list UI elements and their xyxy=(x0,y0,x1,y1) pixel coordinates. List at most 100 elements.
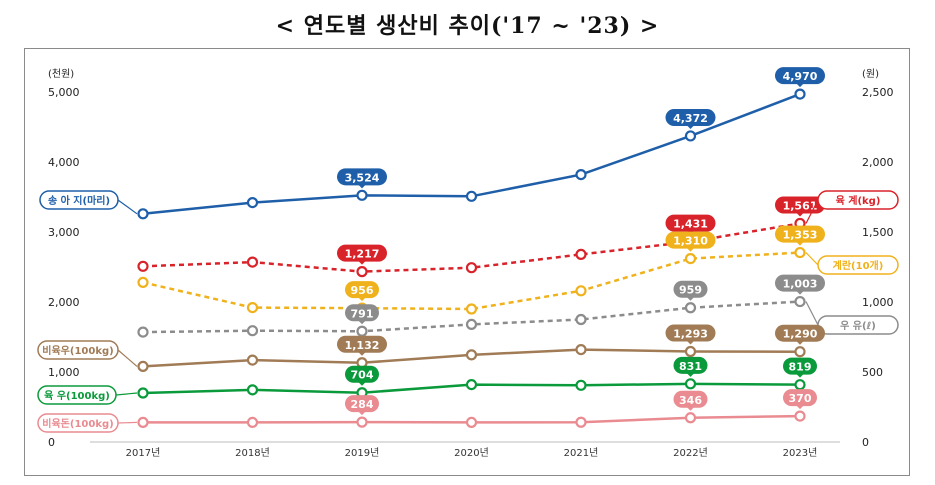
data-label: 1,003 xyxy=(783,278,818,291)
data-label-pointer xyxy=(796,83,804,88)
series-name-connector xyxy=(115,392,138,396)
data-label: 831 xyxy=(679,360,702,373)
data-label-badge xyxy=(665,108,716,126)
data-point xyxy=(684,253,697,265)
data-label-pointer xyxy=(796,241,804,246)
data-label: 1,310 xyxy=(673,235,708,248)
data-point xyxy=(684,302,697,314)
data-label: 1,353 xyxy=(783,229,818,242)
chart-title: < 연도별 생산비 추이('17 ~ '23) > xyxy=(275,13,660,39)
data-label-pointer xyxy=(796,340,804,345)
x-axis-tick: 2017년 xyxy=(126,447,161,459)
data-point xyxy=(465,262,478,274)
data-point xyxy=(575,313,587,326)
series-name-label: 비육우(100kg) xyxy=(42,344,113,357)
left-axis-tick: 4,000 xyxy=(48,156,80,169)
data-label-badge xyxy=(345,304,379,322)
data-point xyxy=(137,260,149,272)
chart-frame xyxy=(24,48,910,476)
data-point xyxy=(794,246,806,259)
data-point xyxy=(575,169,587,181)
x-axis-tick: 2020년 xyxy=(454,447,489,459)
data-label-badge xyxy=(665,231,716,249)
data-label: 346 xyxy=(679,394,702,407)
left-axis-unit: (천원) xyxy=(48,68,74,80)
right-axis-tick: 1,500 xyxy=(862,226,894,239)
right-axis-unit: (원) xyxy=(862,68,879,80)
data-point xyxy=(794,410,806,422)
right-axis-tick: 2,500 xyxy=(862,86,894,99)
right-axis-tick: 0 xyxy=(862,436,869,449)
x-axis-tick: 2019년 xyxy=(345,447,380,459)
data-label: 959 xyxy=(679,284,702,297)
data-label-pointer xyxy=(358,184,366,189)
series-name-label: 비육돈(100kg) xyxy=(42,417,113,430)
data-label: 1,217 xyxy=(345,248,380,261)
series-name-label: 육 계(kg) xyxy=(836,194,881,207)
x-axis-tick: 2023년 xyxy=(783,447,818,459)
series-name-connector xyxy=(117,421,138,424)
data-point xyxy=(575,379,587,391)
data-label-pointer xyxy=(796,405,804,410)
data-label-badge xyxy=(337,168,387,186)
data-label: 1,132 xyxy=(345,339,380,352)
data-point xyxy=(575,344,587,356)
data-point xyxy=(465,303,478,315)
data-point xyxy=(246,416,259,428)
data-point xyxy=(465,349,478,361)
data-label-badge xyxy=(783,389,817,407)
data-label-pointer xyxy=(796,212,804,217)
data-label: 284 xyxy=(351,398,374,411)
data-label-pointer xyxy=(358,297,366,302)
data-label-badge xyxy=(345,281,379,299)
data-label: 4,372 xyxy=(673,112,708,125)
data-label-badge xyxy=(665,214,716,232)
series-line xyxy=(142,251,801,311)
data-point xyxy=(246,354,259,366)
data-label-badge xyxy=(775,274,825,292)
data-label-pointer xyxy=(796,290,804,295)
data-label-badge xyxy=(775,196,825,214)
series-name-connector xyxy=(117,349,138,367)
data-point xyxy=(356,325,368,337)
data-label-badge xyxy=(665,324,716,342)
data-label-badge xyxy=(345,365,379,383)
data-label-pointer xyxy=(358,411,366,416)
left-axis-tick: 3,000 xyxy=(48,226,80,239)
data-label: 819 xyxy=(789,361,812,374)
data-label-badge xyxy=(783,357,817,375)
data-point xyxy=(794,295,806,308)
data-point xyxy=(137,416,149,428)
data-point xyxy=(794,346,806,358)
data-point xyxy=(575,416,587,428)
series-name-connector xyxy=(805,252,819,266)
data-label-pointer xyxy=(358,320,366,325)
data-point xyxy=(356,416,368,428)
data-label-badge xyxy=(673,356,708,374)
data-label-badge xyxy=(775,67,825,85)
right-axis-tick: 1,000 xyxy=(862,296,894,309)
data-point xyxy=(465,416,478,428)
data-label: 1,293 xyxy=(673,327,708,340)
data-point xyxy=(684,378,697,390)
data-label: 1,561 xyxy=(783,199,818,212)
data-point xyxy=(684,130,697,142)
data-point xyxy=(794,379,806,391)
data-label-pointer xyxy=(796,373,804,378)
data-label-pointer xyxy=(686,296,695,301)
left-axis-tick: 0 xyxy=(48,436,55,449)
data-point xyxy=(575,248,587,260)
data-point xyxy=(137,208,149,220)
left-axis-tick: 5,000 xyxy=(48,86,80,99)
data-label-badge xyxy=(337,244,387,262)
series-name-label: 우 유(ℓ) xyxy=(840,320,876,332)
data-label: 1,431 xyxy=(673,218,708,231)
data-label-badge xyxy=(775,324,825,342)
data-point xyxy=(246,197,259,209)
data-point xyxy=(794,88,806,100)
data-point xyxy=(246,325,259,337)
data-label-badge xyxy=(775,225,825,243)
data-label: 4,970 xyxy=(783,70,818,83)
data-label-badge xyxy=(673,390,708,408)
